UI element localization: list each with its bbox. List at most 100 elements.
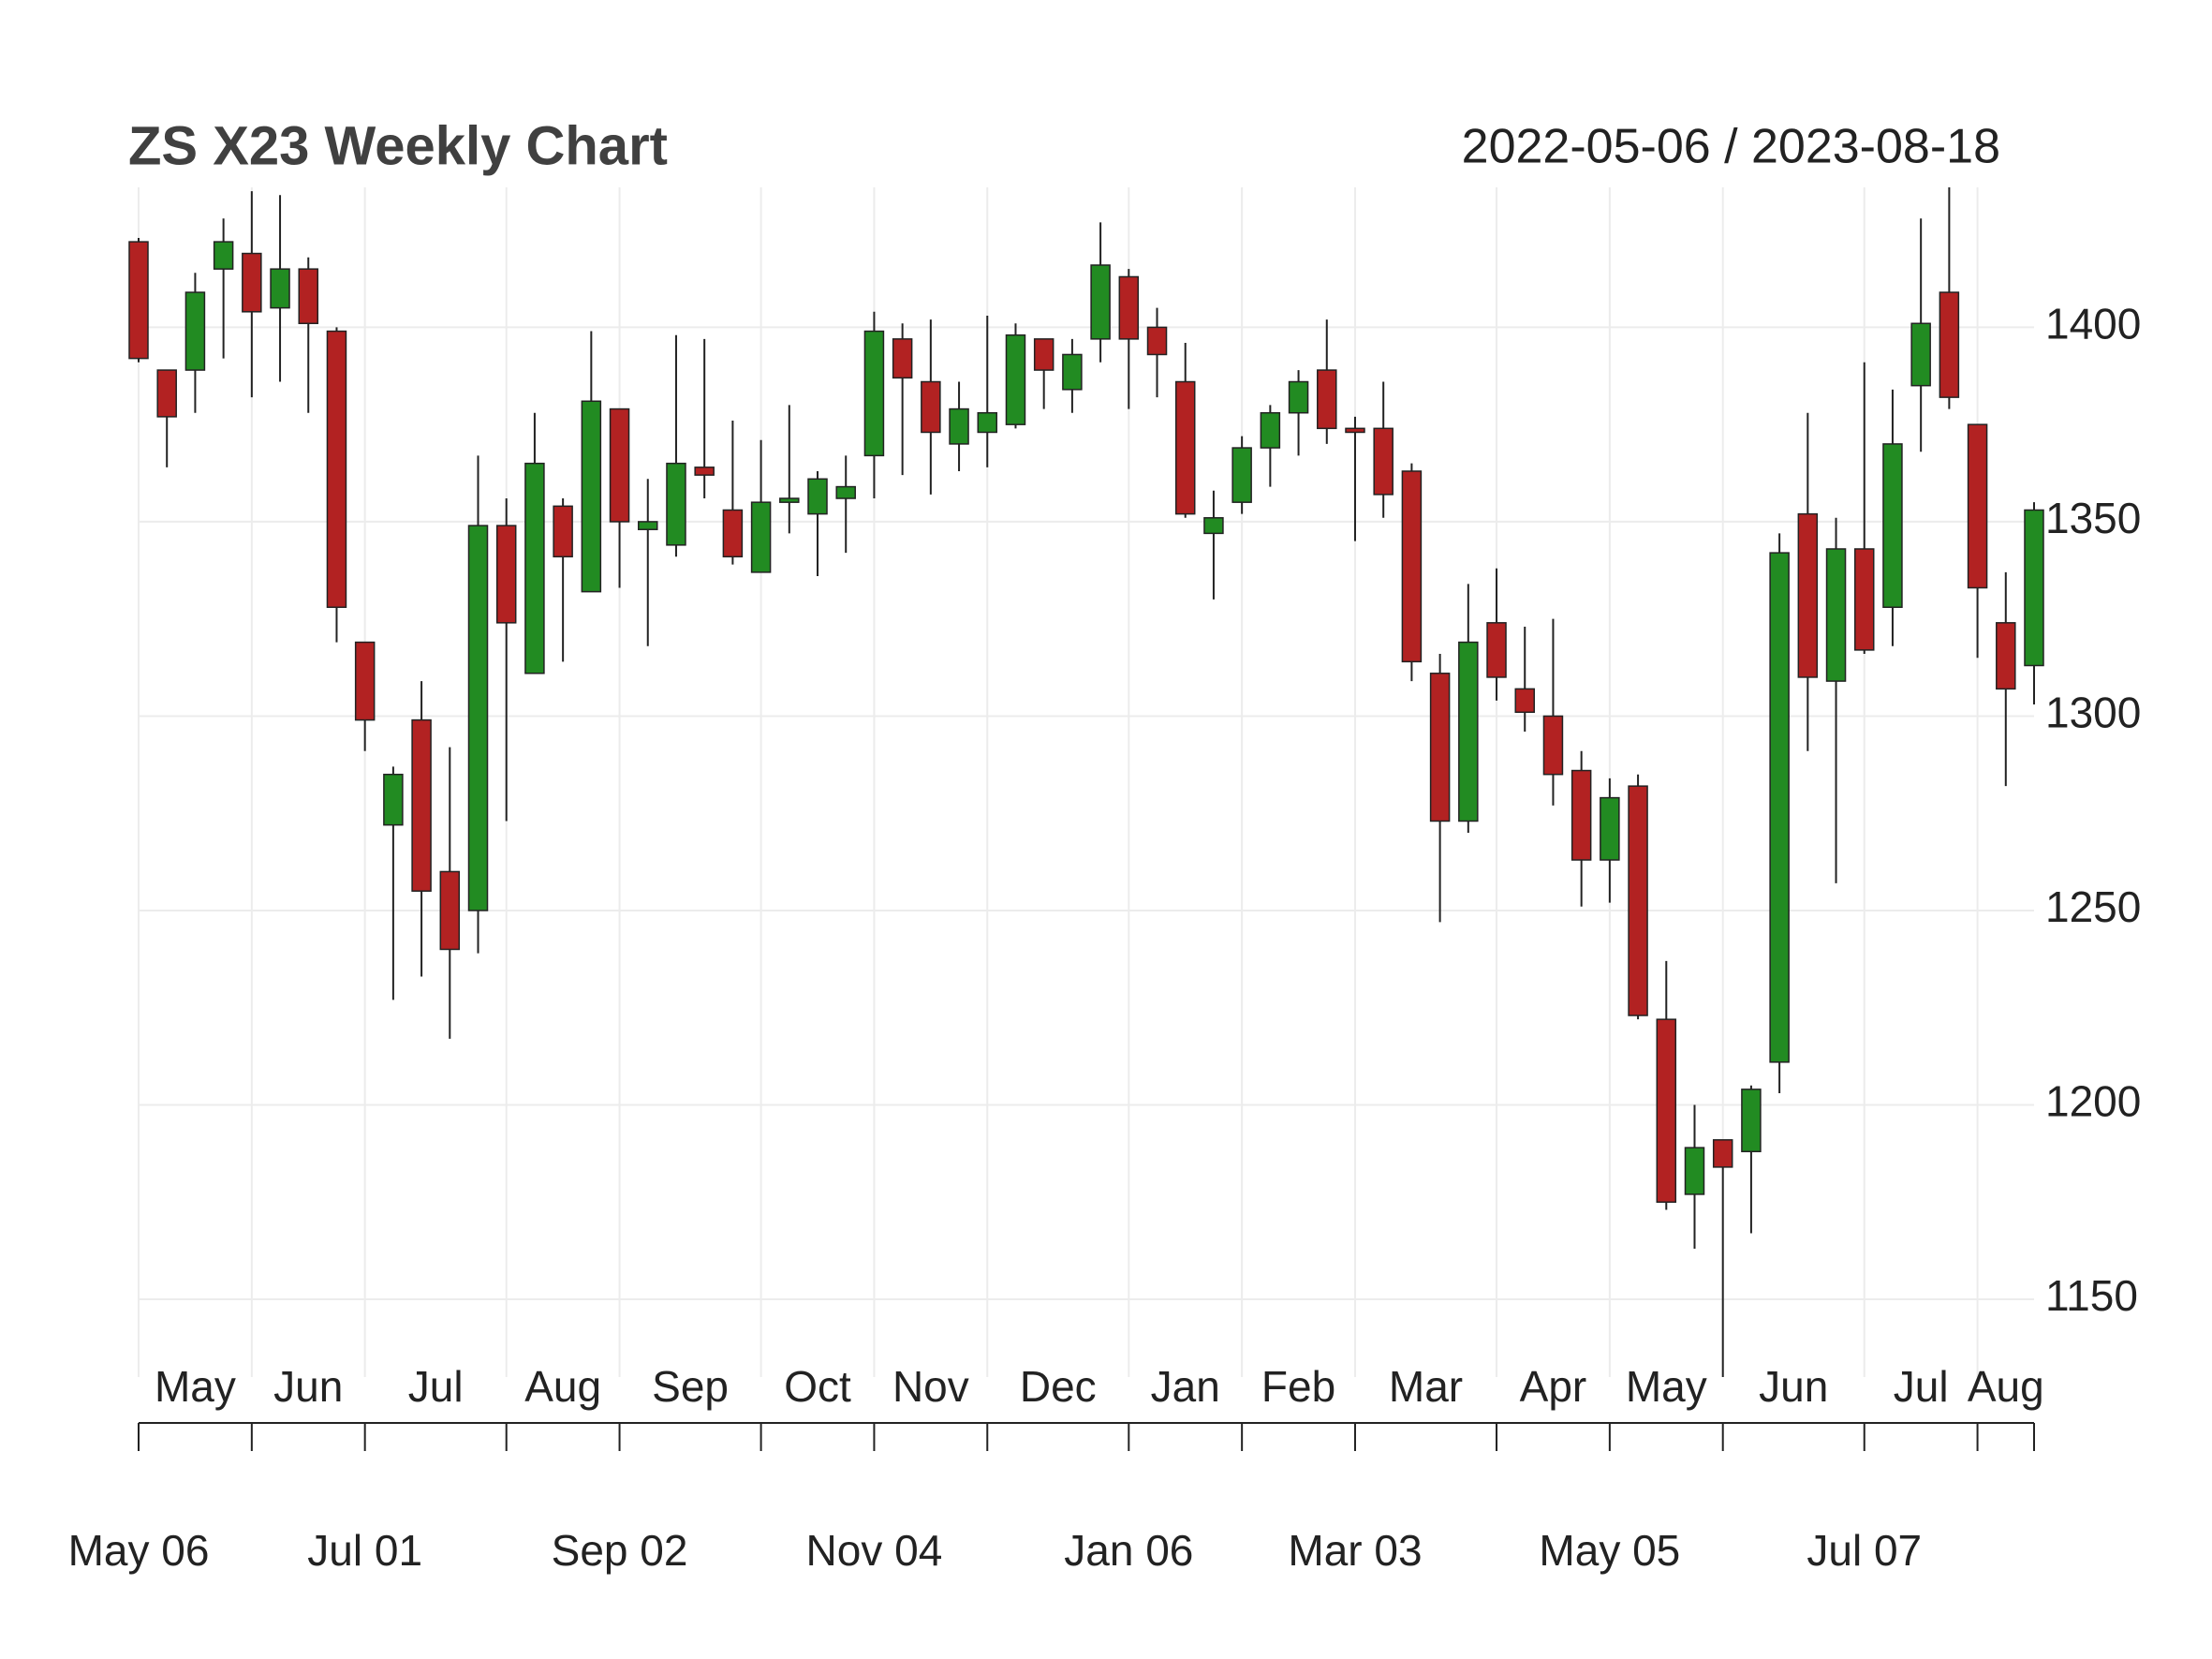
candle-body (1005, 333, 1026, 425)
y-tick-label: 1200 (2045, 1077, 2141, 1126)
candle-body (1882, 443, 1903, 608)
x-tick-label: Jul 01 (307, 1526, 422, 1575)
x-tick-label: Jul 07 (1806, 1526, 1922, 1575)
candle-body (1429, 673, 1451, 822)
candle-body (1996, 622, 2016, 690)
candle-body (1967, 423, 1988, 589)
candle-body (1118, 275, 1140, 340)
candle-body (213, 241, 234, 270)
candle-body (638, 521, 658, 530)
month-label: Dec (1020, 1362, 1097, 1411)
candle-body (1062, 353, 1083, 391)
candle-body (1401, 470, 1423, 663)
candle-body (156, 369, 177, 418)
month-label: Sep (652, 1362, 729, 1411)
candle-body (835, 485, 856, 499)
candle-body (1458, 641, 1479, 822)
candle-body (326, 330, 347, 608)
candle-body (1033, 338, 1054, 371)
candle-body (1317, 369, 1337, 430)
month-label: Jan (1151, 1362, 1220, 1411)
candle-body (1910, 322, 1931, 387)
month-label: Aug (1968, 1362, 2044, 1411)
x-tick-label: Nov 04 (806, 1526, 943, 1575)
candle-body (495, 525, 517, 624)
candle-body (1628, 785, 1648, 1016)
candle-body (439, 870, 461, 951)
candle-body (1260, 411, 1281, 449)
y-tick-label: 1350 (2045, 494, 2141, 542)
candle-body (1797, 512, 1819, 678)
candle-body (1514, 688, 1535, 714)
y-tick-label: 1300 (2045, 689, 2141, 737)
candle-body (1288, 380, 1309, 414)
month-label: Oct (784, 1362, 851, 1411)
month-label: May (1626, 1362, 1707, 1411)
x-tick-label: Jan 06 (1064, 1526, 1193, 1575)
candle-body (1684, 1147, 1705, 1195)
y-tick-label: 1150 (2045, 1271, 2138, 1320)
candle-body (1146, 326, 1168, 356)
month-label: Jul (1894, 1362, 1949, 1411)
candle-body (779, 497, 800, 503)
month-label: Feb (1261, 1362, 1335, 1411)
month-label: Jun (273, 1362, 343, 1411)
candle-body (1769, 552, 1790, 1063)
x-tick-label: May 05 (1539, 1526, 1680, 1575)
y-tick-label: 1250 (2045, 882, 2141, 931)
candle-body (1090, 264, 1111, 340)
candle-body (1542, 715, 1564, 776)
month-label: Jul (408, 1362, 464, 1411)
candle-body (1174, 380, 1196, 515)
candle-body (977, 411, 998, 434)
candle-body (1712, 1139, 1733, 1168)
candle-body (750, 501, 772, 573)
x-tick-label: Sep 02 (552, 1526, 688, 1575)
candle-body (1486, 622, 1507, 678)
candle-body (666, 462, 686, 546)
candle-body (694, 467, 715, 476)
candle-body (2024, 509, 2044, 667)
candle-body (609, 407, 630, 523)
candle-body (949, 407, 969, 445)
candle-body (1656, 1018, 1677, 1203)
x-tick-label: Mar 03 (1288, 1526, 1422, 1575)
candle-body (1203, 517, 1224, 535)
candle-body (581, 400, 602, 593)
month-label: Nov (892, 1362, 969, 1411)
month-label: Mar (1389, 1362, 1463, 1411)
month-label: Apr (1520, 1362, 1587, 1411)
candle-body (1345, 427, 1365, 434)
candle-body (1853, 548, 1875, 651)
candle-body (863, 330, 885, 457)
candle-body (467, 525, 489, 911)
chart-subtitle: 2022-05-06 / 2023-08-18 (1462, 120, 2000, 174)
chart-title: ZS X23 Weekly Chart (128, 115, 668, 176)
month-label: May (155, 1362, 236, 1411)
candle-body (128, 241, 149, 360)
x-tick-label: May 06 (68, 1526, 210, 1575)
candle-body (184, 291, 206, 371)
candle-body (1600, 796, 1620, 861)
candle-body (722, 509, 744, 558)
candle-body (298, 268, 319, 325)
candle-body (553, 505, 573, 558)
candle-body (524, 462, 545, 674)
candle-body (1373, 427, 1394, 496)
candle-body (921, 380, 941, 434)
month-label: Jun (1759, 1362, 1828, 1411)
candle-body (1939, 291, 1960, 398)
candle-body (242, 252, 262, 313)
candle-body (411, 718, 432, 892)
month-label: Aug (524, 1362, 601, 1411)
candle-body (1231, 447, 1252, 503)
candle-body (354, 641, 376, 721)
candle-body (1825, 548, 1847, 682)
candle-body (892, 338, 913, 379)
candle-body (1571, 769, 1592, 861)
candle-body (807, 478, 828, 515)
candle-body (270, 268, 290, 309)
candle-body (383, 773, 404, 826)
candle-body (1741, 1089, 1762, 1153)
